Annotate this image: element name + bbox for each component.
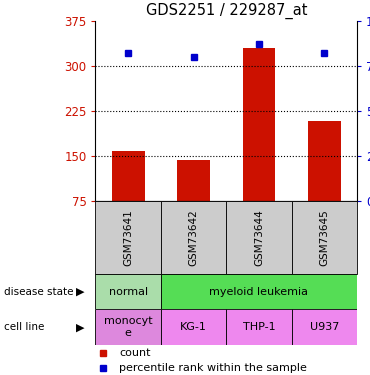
Bar	[95, 309, 161, 345]
Text: THP-1: THP-1	[243, 322, 275, 332]
Bar	[308, 122, 341, 201]
Bar	[161, 201, 226, 274]
Text: GSM73645: GSM73645	[319, 209, 329, 266]
Text: GSM73641: GSM73641	[123, 209, 133, 266]
Text: disease state: disease state	[4, 287, 73, 297]
Text: count: count	[119, 348, 151, 358]
Text: U937: U937	[310, 322, 339, 332]
Bar	[95, 274, 161, 309]
Text: ▶: ▶	[76, 322, 84, 332]
Text: myeloid leukemia: myeloid leukemia	[209, 286, 309, 297]
Title: GDS2251 / 229287_at: GDS2251 / 229287_at	[145, 3, 307, 19]
Bar	[292, 309, 357, 345]
Bar	[226, 201, 292, 274]
Bar	[177, 160, 210, 201]
Bar	[243, 48, 275, 201]
Bar	[161, 274, 357, 309]
Text: normal: normal	[109, 286, 148, 297]
Text: GSM73644: GSM73644	[254, 209, 264, 266]
Text: GSM73642: GSM73642	[189, 209, 199, 266]
Text: monocyt
e: monocyt e	[104, 316, 152, 338]
Bar	[292, 201, 357, 274]
Text: percentile rank within the sample: percentile rank within the sample	[119, 363, 307, 374]
Bar	[112, 152, 145, 201]
Bar	[161, 309, 226, 345]
Text: KG-1: KG-1	[180, 322, 207, 332]
Text: ▶: ▶	[76, 287, 84, 297]
Bar	[226, 309, 292, 345]
Bar	[95, 201, 161, 274]
Text: cell line: cell line	[4, 322, 44, 332]
